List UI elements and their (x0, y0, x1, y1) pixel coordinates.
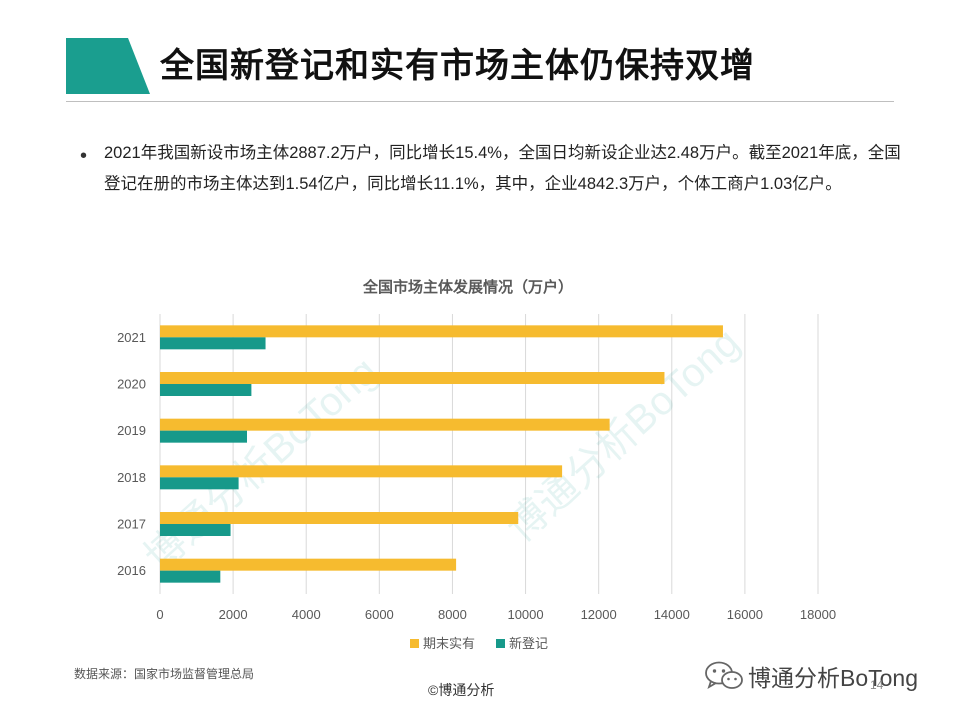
watermark-text: 博通分析BoTong (499, 320, 748, 551)
y-category-label: 2016 (117, 563, 146, 578)
bullet-marker: • (80, 145, 88, 167)
bar-existing (160, 512, 519, 524)
x-tick-label: 0 (156, 607, 163, 622)
x-tick-label: 4000 (292, 607, 321, 622)
bar-existing (160, 465, 563, 478)
bar-existing (160, 325, 723, 338)
chart-title: 全国市场主体发展情况（万户） (362, 278, 573, 296)
page-number: 14 (870, 678, 884, 692)
bar-existing (160, 558, 457, 571)
summary-paragraph: 2021年我国新设市场主体2887.2万户，同比增长15.4%，全国日均新设企业… (104, 144, 901, 193)
y-category-label: 2020 (117, 377, 146, 392)
page-title: 全国新登记和实有市场主体仍保持双增 (160, 47, 755, 85)
x-tick-label: 12000 (581, 607, 617, 622)
legend-swatch (496, 639, 505, 648)
bar-new (160, 477, 239, 490)
bar-new (160, 570, 221, 583)
y-category-label: 2018 (117, 470, 146, 485)
title-accent-shape (66, 38, 150, 94)
title-divider (66, 101, 894, 102)
x-tick-label: 2000 (219, 607, 248, 622)
x-tick-label: 14000 (654, 607, 690, 622)
bar-existing (160, 418, 610, 431)
bar-new (160, 430, 248, 443)
y-category-label: 2017 (117, 517, 146, 532)
bar-new (160, 384, 252, 396)
wechat-icon (705, 661, 743, 689)
x-tick-label: 18000 (800, 607, 836, 622)
brand-name: 博通分析BoTong (748, 665, 919, 691)
x-tick-label: 10000 (507, 607, 543, 622)
x-tick-label: 6000 (365, 607, 394, 622)
x-tick-label: 16000 (727, 607, 763, 622)
y-category-label: 2019 (117, 423, 146, 438)
bar-chart: 全国市场主体发展情况（万户） 博通分析BoTong 博通分析BoTong 0 200… (117, 278, 836, 651)
bar-existing (160, 372, 665, 384)
legend-swatch (410, 639, 419, 648)
bar-new (160, 337, 266, 350)
x-tick-label: 8000 (438, 607, 467, 622)
y-category-label: 2021 (117, 330, 146, 345)
legend-label: 新登记 (509, 636, 548, 651)
bar-new (160, 524, 231, 536)
legend-label: 期末实有 (423, 636, 475, 651)
data-source: 数据来源：国家市场监督管理总局 (74, 667, 255, 681)
copyright: ©博通分析 (428, 682, 495, 698)
